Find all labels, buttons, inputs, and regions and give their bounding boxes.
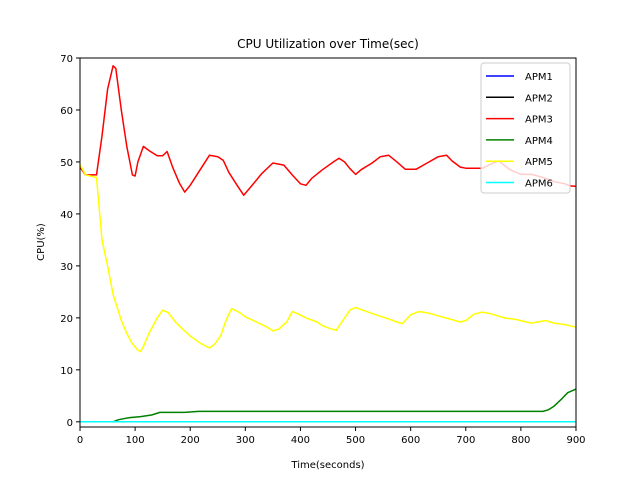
x-tick-label: 900 (566, 435, 585, 446)
y-tick-label: 20 (60, 314, 73, 325)
x-tick-label: 300 (236, 435, 255, 446)
y-tick-label: 0 (67, 418, 73, 429)
x-tick-label: 500 (346, 435, 365, 446)
legend-label-apm1: APM1 (525, 72, 553, 83)
x-axis: 0 100 200 300 400 500 600 700 800 900 (77, 427, 586, 446)
y-tick-label: 70 (60, 54, 73, 65)
y-tick-label: 30 (60, 262, 73, 273)
x-tick-label: 400 (291, 435, 310, 446)
series-line-apm3 (79, 65, 577, 196)
series-lines (79, 65, 577, 423)
plot-frame (79, 57, 577, 428)
legend-label-apm2: APM2 (525, 93, 553, 104)
y-tick-label: 50 (60, 158, 73, 169)
series-line-apm5 (79, 164, 577, 353)
legend-label-apm6: APM6 (525, 179, 553, 190)
legend-label-apm3: APM3 (525, 115, 553, 126)
x-tick-label: 800 (511, 435, 530, 446)
legend-label-apm4: APM4 (525, 136, 553, 147)
y-tick-label: 10 (60, 366, 73, 377)
chart-title: CPU Utilization over Time(sec) (237, 37, 419, 51)
x-tick-label: 700 (456, 435, 475, 446)
y-axis-label: CPU(%) (36, 223, 47, 261)
y-tick-label: 40 (60, 210, 73, 221)
x-tick-label: 0 (77, 435, 83, 446)
x-tick-label: 600 (401, 435, 420, 446)
legend: APM1 APM2 APM3 APM4 APM5 APM6 (480, 62, 571, 194)
x-axis-label: Time(seconds) (290, 460, 364, 471)
y-axis: 0 10 20 30 40 50 60 70 (60, 54, 80, 429)
x-tick-label: 200 (181, 435, 200, 446)
x-tick-label: 100 (126, 435, 145, 446)
y-tick-label: 60 (60, 106, 73, 117)
series-line-apm4 (80, 388, 577, 423)
legend-label-apm5: APM5 (525, 157, 553, 168)
